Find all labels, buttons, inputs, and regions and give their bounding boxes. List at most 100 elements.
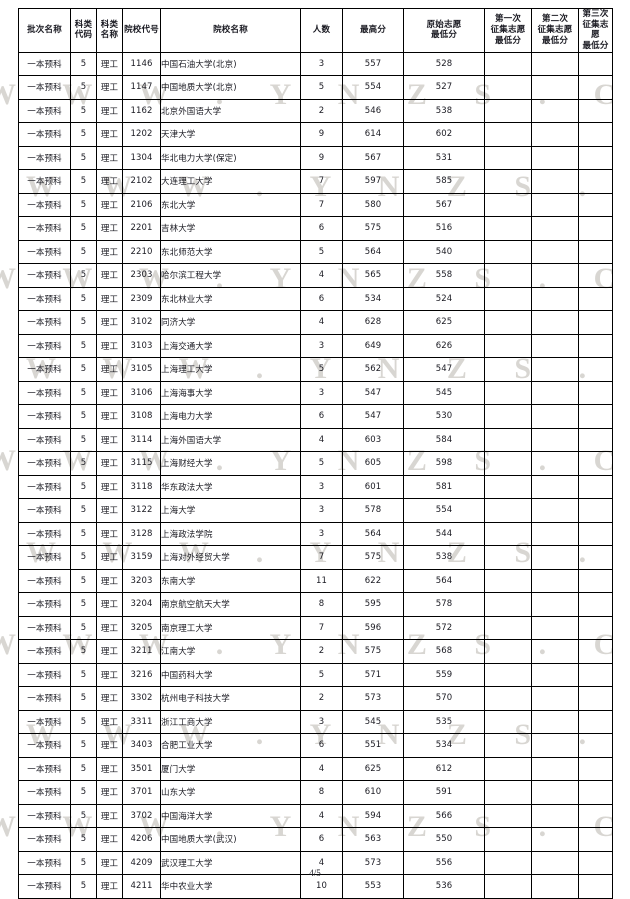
cell-highest-score: 595: [342, 592, 404, 617]
cell-batch: 一本预科: [18, 709, 71, 734]
column-header-collect2-line1: 第二次: [541, 14, 569, 25]
cell-school-name: 山东大学: [160, 780, 301, 805]
cell-subject-name: 理工: [96, 686, 123, 711]
cell-batch: 一本预科: [18, 239, 71, 264]
cell-batch: 一本预科: [18, 427, 71, 452]
cell-count: 9: [300, 122, 343, 147]
cell-subject-code: 5: [70, 686, 97, 711]
cell-subject-code: 5: [70, 568, 97, 593]
cell-subject-name: 理工: [96, 592, 123, 617]
cell-count: 6: [300, 827, 343, 852]
table-row: 一本预科 5 理工 4211 华中农业大学 10 553 536: [18, 874, 613, 899]
column-header-collect2-line2: 征集志愿: [537, 24, 573, 35]
cell-subject-code: 5: [70, 545, 97, 570]
cell-school-code: 2303: [122, 263, 161, 288]
cell-collect1-lowest: [484, 122, 532, 147]
cell-highest-score: 565: [342, 263, 404, 288]
cell-school-name: 上海政法学院: [160, 521, 301, 546]
table-row: 一本预科 5 理工 1146 中国石油大学(北京) 3 557 528: [18, 51, 613, 76]
cell-collect1-lowest: [484, 216, 532, 241]
table-row: 一本预科 5 理工 3118 华东政法大学 3 601 581: [18, 474, 613, 499]
cell-school-code: 3128: [122, 521, 161, 546]
cell-batch: 一本预科: [18, 404, 71, 429]
cell-highest-score: 554: [342, 75, 404, 100]
cell-collect2-lowest: [531, 51, 579, 76]
column-header-school-code-label: 院校代号: [124, 24, 159, 35]
cell-collect2-lowest: [531, 333, 579, 358]
cell-school-name: 南京理工大学: [160, 615, 301, 640]
cell-count: 3: [300, 333, 343, 358]
cell-subject-name: 理工: [96, 850, 123, 875]
cell-school-code: 3108: [122, 404, 161, 429]
cell-school-name: 华东政法大学: [160, 474, 301, 499]
cell-batch: 一本预科: [18, 333, 71, 358]
cell-collect3-lowest: [578, 521, 613, 546]
cell-school-code: 1304: [122, 145, 161, 170]
cell-batch: 一本预科: [18, 380, 71, 405]
cell-collect1-lowest: [484, 263, 532, 288]
cell-subject-code: 5: [70, 874, 97, 899]
cell-collect2-lowest: [531, 98, 579, 123]
cell-highest-score: 594: [342, 803, 404, 828]
cell-subject-code: 5: [70, 310, 97, 335]
cell-batch: 一本预科: [18, 75, 71, 100]
cell-subject-code: 5: [70, 263, 97, 288]
table-row: 一本预科 5 理工 1147 中国地质大学(北京) 5 554 527: [18, 75, 613, 100]
cell-collect1-lowest: [484, 545, 532, 570]
cell-original-lowest: 538: [403, 545, 485, 570]
cell-collect3-lowest: [578, 427, 613, 452]
cell-highest-score: 573: [342, 686, 404, 711]
column-header-collect1-line1: 第一次: [494, 14, 522, 25]
cell-original-lowest: 554: [403, 498, 485, 523]
cell-subject-name: 理工: [96, 239, 123, 264]
column-header-highest-score: 最高分: [342, 8, 404, 53]
table-row: 一本预科 5 理工 3311 浙江工商大学 3 545 535: [18, 709, 613, 734]
cell-highest-score: 649: [342, 333, 404, 358]
cell-subject-name: 理工: [96, 733, 123, 758]
cell-subject-code: 5: [70, 498, 97, 523]
table-row: 一本预科 5 理工 3128 上海政法学院 3 564 544: [18, 521, 613, 546]
cell-collect1-lowest: [484, 592, 532, 617]
cell-collect2-lowest: [531, 216, 579, 241]
cell-count: 4: [300, 850, 343, 875]
cell-school-code: 4206: [122, 827, 161, 852]
cell-collect1-lowest: [484, 169, 532, 194]
cell-highest-score: 534: [342, 286, 404, 311]
cell-highest-score: 622: [342, 568, 404, 593]
cell-subject-code: 5: [70, 145, 97, 170]
cell-collect3-lowest: [578, 263, 613, 288]
cell-subject-code: 5: [70, 803, 97, 828]
cell-subject-name: 理工: [96, 98, 123, 123]
cell-school-code: 1162: [122, 98, 161, 123]
cell-collect1-lowest: [484, 357, 532, 382]
cell-collect2-lowest: [531, 263, 579, 288]
table-row: 一本预科 5 理工 2201 吉林大学 6 575 516: [18, 216, 613, 241]
cell-subject-name: 理工: [96, 545, 123, 570]
column-header-collect1-line3: 最低分: [494, 35, 522, 46]
cell-school-code: 3501: [122, 756, 161, 781]
table-row: 一本预科 5 理工 3211 江南大学 2 575 568: [18, 639, 613, 664]
cell-collect3-lowest: [578, 333, 613, 358]
cell-batch: 一本预科: [18, 169, 71, 194]
cell-highest-score: 563: [342, 827, 404, 852]
cell-school-code: 3302: [122, 686, 161, 711]
cell-batch: 一本预科: [18, 51, 71, 76]
cell-original-lowest: 566: [403, 803, 485, 828]
cell-collect3-lowest: [578, 404, 613, 429]
cell-highest-score: 551: [342, 733, 404, 758]
cell-count: 6: [300, 404, 343, 429]
cell-batch: 一本预科: [18, 686, 71, 711]
cell-count: 7: [300, 169, 343, 194]
cell-subject-name: 理工: [96, 380, 123, 405]
cell-school-code: 1202: [122, 122, 161, 147]
cell-count: 5: [300, 75, 343, 100]
cell-collect3-lowest: [578, 122, 613, 147]
cell-highest-score: 575: [342, 545, 404, 570]
cell-school-name: 中国地质大学(北京): [160, 75, 301, 100]
cell-subject-code: 5: [70, 639, 97, 664]
cell-count: 4: [300, 427, 343, 452]
cell-collect2-lowest: [531, 239, 579, 264]
cell-highest-score: 605: [342, 451, 404, 476]
cell-collect3-lowest: [578, 498, 613, 523]
cell-school-name: 北京外国语大学: [160, 98, 301, 123]
